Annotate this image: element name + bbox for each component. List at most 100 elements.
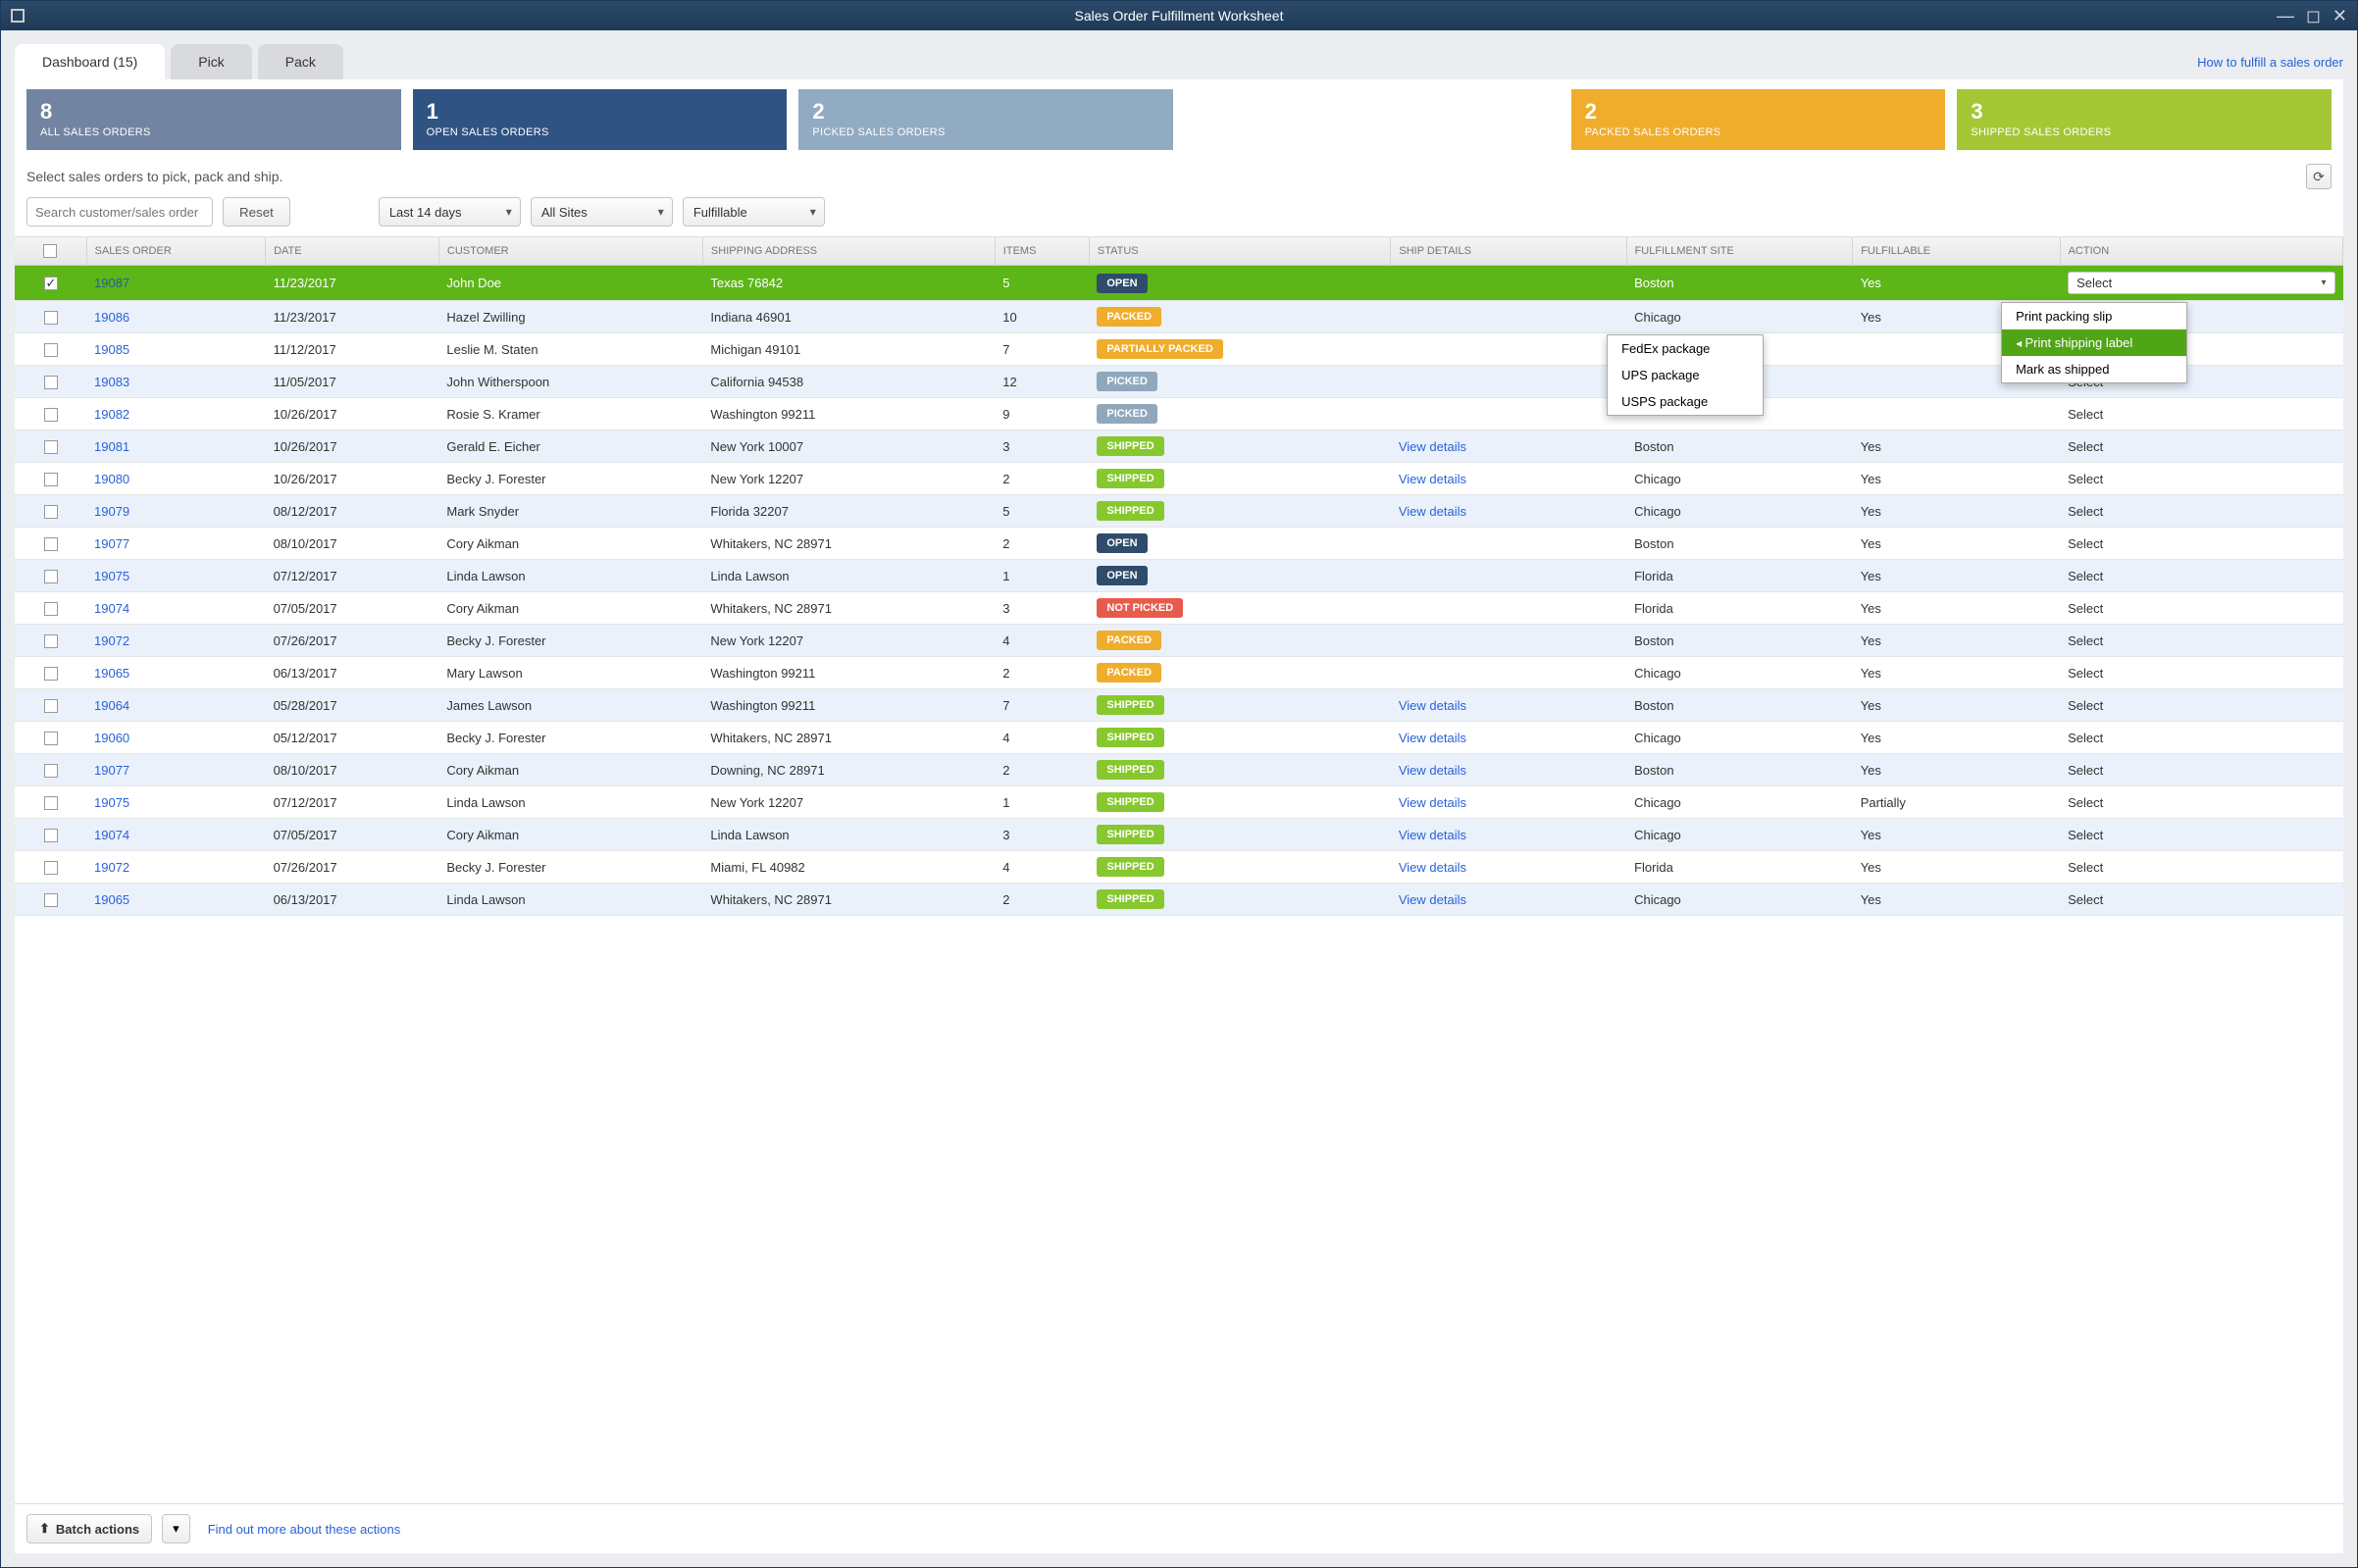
table-row[interactable]: 1907708/10/2017Cory AikmanDowning, NC 28… xyxy=(15,754,2343,786)
close-icon[interactable]: ✕ xyxy=(2332,6,2347,26)
action-cell[interactable]: Select xyxy=(2060,528,2342,560)
ship-details-cell[interactable]: View details xyxy=(1391,786,1626,819)
ship-details-cell[interactable]: View details xyxy=(1391,463,1626,495)
table-row[interactable]: 1908711/23/2017John DoeTexas 768425OPENB… xyxy=(15,266,2343,301)
ship-option[interactable]: UPS package xyxy=(1608,362,1763,388)
action-option[interactable]: Mark as shipped xyxy=(2002,356,2186,382)
table-row[interactable]: 1908311/05/2017John WitherspoonCaliforni… xyxy=(15,366,2343,398)
ship-details-cell[interactable]: View details xyxy=(1391,851,1626,884)
row-checkbox[interactable] xyxy=(44,829,58,842)
action-select[interactable]: Select xyxy=(2068,272,2334,294)
minimize-icon[interactable]: — xyxy=(2277,6,2294,26)
column-header[interactable]: FULFILLMENT SITE xyxy=(1626,237,1853,266)
ship-details-cell[interactable]: View details xyxy=(1391,819,1626,851)
row-checkbox[interactable] xyxy=(44,861,58,875)
view-details-link[interactable]: View details xyxy=(1399,763,1466,778)
row-checkbox[interactable] xyxy=(44,311,58,325)
table-row[interactable]: 1906506/13/2017Linda LawsonWhitakers, NC… xyxy=(15,884,2343,916)
order-link[interactable]: 19075 xyxy=(94,569,129,583)
order-link[interactable]: 19072 xyxy=(94,860,129,875)
action-cell[interactable]: Select xyxy=(2060,592,2342,625)
column-header[interactable] xyxy=(15,237,86,266)
help-link[interactable]: How to fulfill a sales order xyxy=(2197,55,2343,70)
column-header[interactable]: SHIP DETAILS xyxy=(1391,237,1626,266)
order-link[interactable]: 19082 xyxy=(94,407,129,422)
footer-link[interactable]: Find out more about these actions xyxy=(208,1522,401,1537)
row-checkbox[interactable] xyxy=(44,473,58,486)
action-cell[interactable]: Select xyxy=(2060,786,2342,819)
status-card[interactable]: 3SHIPPED SALES ORDERS xyxy=(1957,89,2332,150)
status-card[interactable]: 8ALL SALES ORDERS xyxy=(26,89,401,150)
order-link[interactable]: 19074 xyxy=(94,828,129,842)
row-checkbox[interactable] xyxy=(44,440,58,454)
order-link[interactable]: 19065 xyxy=(94,892,129,907)
status-card[interactable]: 2PICKED SALES ORDERS xyxy=(798,89,1173,150)
action-option[interactable]: Print packing slip xyxy=(2002,303,2186,329)
column-header[interactable]: SALES ORDER xyxy=(86,237,266,266)
action-cell[interactable]: Select xyxy=(2060,754,2342,786)
status-card[interactable]: 1OPEN SALES ORDERS xyxy=(413,89,788,150)
column-header[interactable]: STATUS xyxy=(1089,237,1390,266)
column-header[interactable]: CUSTOMER xyxy=(438,237,702,266)
ship-option[interactable]: FedEx package xyxy=(1608,335,1763,362)
search-input[interactable] xyxy=(26,197,213,227)
action-cell[interactable]: Select xyxy=(2060,884,2342,916)
row-checkbox[interactable] xyxy=(44,764,58,778)
row-checkbox[interactable] xyxy=(44,343,58,357)
row-checkbox[interactable] xyxy=(44,634,58,648)
view-details-link[interactable]: View details xyxy=(1399,828,1466,842)
batch-actions-dropdown[interactable]: ▾ xyxy=(162,1514,190,1543)
order-link[interactable]: 19086 xyxy=(94,310,129,325)
ship-details-cell[interactable]: View details xyxy=(1391,884,1626,916)
select-all-checkbox[interactable] xyxy=(43,244,57,258)
order-link[interactable]: 19060 xyxy=(94,731,129,745)
row-checkbox[interactable] xyxy=(44,376,58,389)
view-details-link[interactable]: View details xyxy=(1399,731,1466,745)
table-row[interactable]: 1907207/26/2017Becky J. ForesterNew York… xyxy=(15,625,2343,657)
order-link[interactable]: 19079 xyxy=(94,504,129,519)
table-row[interactable]: 1906405/28/2017James LawsonWashington 99… xyxy=(15,689,2343,722)
order-link[interactable]: 19074 xyxy=(94,601,129,616)
table-row[interactable]: 1907207/26/2017Becky J. ForesterMiami, F… xyxy=(15,851,2343,884)
ship-details-cell[interactable]: View details xyxy=(1391,689,1626,722)
table-row[interactable]: 1907507/12/2017Linda LawsonLinda Lawson1… xyxy=(15,560,2343,592)
row-checkbox[interactable] xyxy=(44,537,58,551)
fulfillable-dropdown[interactable]: Fulfillable xyxy=(683,197,825,227)
action-cell[interactable]: Select xyxy=(2060,819,2342,851)
order-link[interactable]: 19083 xyxy=(94,375,129,389)
order-link[interactable]: 19077 xyxy=(94,763,129,778)
row-checkbox[interactable] xyxy=(44,732,58,745)
action-cell[interactable]: Select xyxy=(2060,398,2342,430)
order-link[interactable]: 19064 xyxy=(94,698,129,713)
table-row[interactable]: 1907407/05/2017Cory AikmanWhitakers, NC … xyxy=(15,592,2343,625)
view-details-link[interactable]: View details xyxy=(1399,472,1466,486)
table-row[interactable]: 1908210/26/2017Rosie S. KramerWashington… xyxy=(15,398,2343,430)
table-row[interactable]: 1906506/13/2017Mary LawsonWashington 992… xyxy=(15,657,2343,689)
table-row[interactable]: 1908010/26/2017Becky J. ForesterNew York… xyxy=(15,463,2343,495)
view-details-link[interactable]: View details xyxy=(1399,439,1466,454)
order-link[interactable]: 19087 xyxy=(94,276,129,290)
ship-option[interactable]: USPS package xyxy=(1608,388,1763,415)
row-checkbox[interactable] xyxy=(44,408,58,422)
date-range-dropdown[interactable]: Last 14 days xyxy=(379,197,521,227)
tab-dashboard-[interactable]: Dashboard (15) xyxy=(15,44,165,79)
order-link[interactable]: 19080 xyxy=(94,472,129,486)
batch-actions-button[interactable]: ⬆ Batch actions xyxy=(26,1514,152,1543)
status-card[interactable]: 2PACKED SALES ORDERS xyxy=(1571,89,1946,150)
order-link[interactable]: 19085 xyxy=(94,342,129,357)
view-details-link[interactable]: View details xyxy=(1399,504,1466,519)
column-header[interactable]: DATE xyxy=(266,237,439,266)
column-header[interactable]: ACTION xyxy=(2060,237,2342,266)
action-cell[interactable]: Select xyxy=(2060,625,2342,657)
action-cell[interactable]: Select xyxy=(2060,463,2342,495)
table-row[interactable]: 1908110/26/2017Gerald E. EicherNew York … xyxy=(15,430,2343,463)
ship-details-cell[interactable]: View details xyxy=(1391,430,1626,463)
ship-details-cell[interactable]: View details xyxy=(1391,722,1626,754)
row-checkbox[interactable] xyxy=(44,277,58,290)
order-link[interactable]: 19072 xyxy=(94,633,129,648)
table-row[interactable]: 1907507/12/2017Linda LawsonNew York 1220… xyxy=(15,786,2343,819)
action-cell[interactable]: Select xyxy=(2060,657,2342,689)
reset-button[interactable]: Reset xyxy=(223,197,290,227)
column-header[interactable]: FULFILLABLE xyxy=(1853,237,2060,266)
order-link[interactable]: 19075 xyxy=(94,795,129,810)
